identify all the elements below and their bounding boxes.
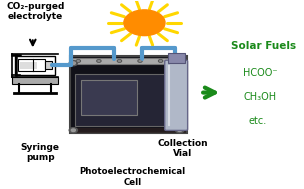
Circle shape (71, 129, 75, 132)
Circle shape (69, 128, 78, 133)
FancyBboxPatch shape (71, 128, 185, 133)
Circle shape (119, 60, 120, 61)
FancyBboxPatch shape (72, 58, 180, 64)
Circle shape (159, 60, 163, 62)
Circle shape (78, 60, 79, 61)
FancyBboxPatch shape (168, 53, 185, 63)
Circle shape (174, 60, 176, 61)
FancyBboxPatch shape (19, 62, 37, 69)
FancyBboxPatch shape (12, 77, 58, 84)
FancyBboxPatch shape (44, 61, 52, 69)
Text: HCOO⁻: HCOO⁻ (243, 68, 278, 78)
Text: CO₂-purged
electrolyte: CO₂-purged electrolyte (6, 2, 65, 21)
Circle shape (178, 62, 182, 64)
Circle shape (176, 61, 184, 66)
Circle shape (138, 60, 142, 62)
FancyBboxPatch shape (81, 80, 137, 115)
Text: etc.: etc. (248, 116, 267, 126)
Circle shape (178, 129, 182, 132)
Circle shape (117, 60, 122, 62)
Text: Photoelectrochemical
Cell: Photoelectrochemical Cell (80, 167, 186, 187)
Text: Collection
Vial: Collection Vial (157, 139, 208, 158)
Circle shape (97, 60, 101, 62)
FancyBboxPatch shape (15, 56, 55, 75)
FancyBboxPatch shape (18, 60, 44, 71)
Text: CH₃OH: CH₃OH (244, 92, 277, 102)
Circle shape (160, 60, 161, 61)
Circle shape (176, 128, 184, 133)
Circle shape (71, 62, 75, 64)
Text: Syringe
pump: Syringe pump (21, 143, 60, 162)
Circle shape (173, 60, 177, 62)
FancyBboxPatch shape (165, 60, 188, 130)
FancyBboxPatch shape (75, 74, 172, 126)
FancyBboxPatch shape (70, 56, 187, 133)
Circle shape (98, 60, 100, 61)
Circle shape (69, 61, 78, 66)
Circle shape (124, 10, 165, 36)
Circle shape (139, 60, 141, 61)
Text: Solar Fuels: Solar Fuels (231, 41, 296, 51)
Circle shape (76, 60, 80, 62)
